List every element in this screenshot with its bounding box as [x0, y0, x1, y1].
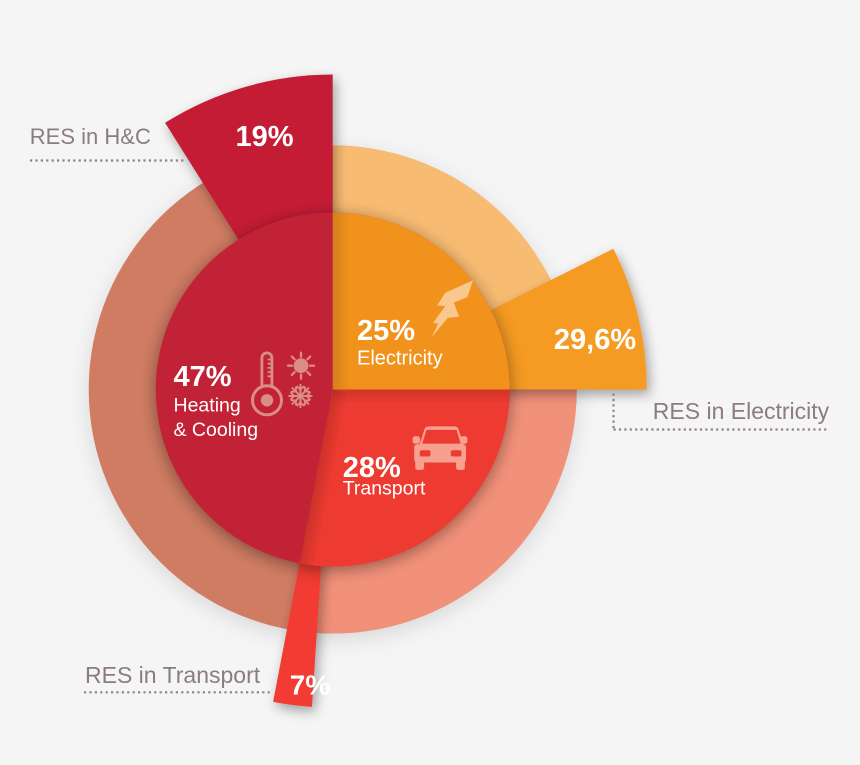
svg-text:Electricity: Electricity	[357, 348, 443, 370]
svg-text:29,6%: 29,6%	[554, 324, 636, 356]
svg-text:47%: 47%	[174, 361, 232, 393]
svg-text:& Cooling: & Cooling	[174, 419, 259, 441]
svg-text:7%: 7%	[290, 670, 331, 701]
svg-text:Heating: Heating	[174, 395, 241, 417]
svg-text:19%: 19%	[235, 121, 293, 153]
svg-text:RES in Transport: RES in Transport	[85, 662, 261, 688]
svg-text:RES in Electricity: RES in Electricity	[653, 398, 830, 424]
svg-text:25%: 25%	[357, 315, 415, 347]
svg-text:28%: 28%	[343, 452, 401, 484]
svg-text:RES in H&C: RES in H&C	[30, 124, 151, 149]
svg-text:Transport: Transport	[343, 478, 426, 500]
